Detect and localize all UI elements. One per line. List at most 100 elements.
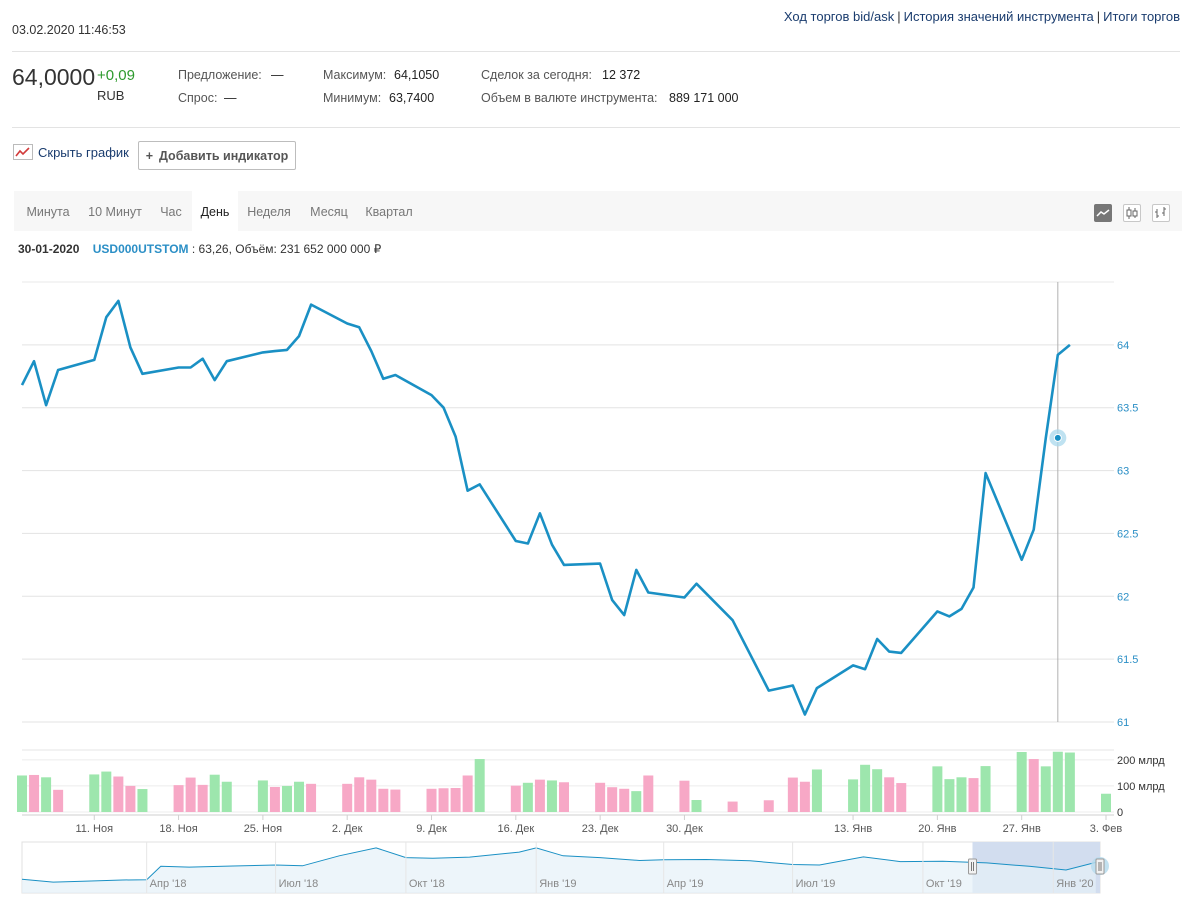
deals-value: 12 372: [602, 68, 641, 82]
deals-label: Сделок за сегодня:: [481, 68, 592, 82]
y-tick-label: 61.5: [1117, 654, 1138, 666]
navigator-label: Июл '18: [279, 878, 319, 890]
volume-bar: [631, 791, 642, 812]
volume-bar: [968, 778, 979, 812]
navigator-label: Янв '19: [539, 878, 576, 890]
volume-bar: [1052, 751, 1063, 812]
min-label: Минимум:: [323, 91, 382, 105]
volume-label: Объем в валюте инструмента:: [481, 91, 658, 105]
navigator-label: Окт '19: [926, 878, 962, 890]
price-change: +0,09: [97, 67, 135, 84]
volume-bar: [113, 776, 124, 812]
x-tick-label: 9. Дек: [416, 823, 447, 835]
volume-bar: [426, 788, 437, 812]
volume-bar: [872, 769, 883, 812]
volume-bar: [522, 782, 533, 812]
hover-info: 30-01-2020 USD000UTSTOM : 63,26, Объём: …: [18, 242, 381, 256]
hide-chart-button[interactable]: Скрыть график: [13, 144, 129, 160]
tab-hour[interactable]: Час: [160, 205, 182, 219]
x-tick-label: 30. Дек: [666, 823, 703, 835]
volume-bar: [390, 789, 401, 812]
volume-bar: [1028, 759, 1039, 812]
volume-bar: [306, 783, 317, 812]
tab-month[interactable]: Месяц: [310, 205, 348, 219]
y-tick-label: 62.5: [1117, 528, 1138, 540]
volume-bar: [534, 779, 545, 812]
date-axis: 11. Ноя 18. Ноя 25. Ноя 2. Дек 9. Дек 16. Дек…: [75, 815, 1122, 835]
volume-bar: [269, 786, 280, 812]
volume-tick-label: 200 млрд: [1117, 755, 1165, 767]
tab-quarter[interactable]: Квартал: [365, 205, 413, 219]
navigator-label: Апр '19: [667, 878, 704, 890]
period-tabs: Минута 10 Минут Час День Неделя Месяц Кв…: [14, 191, 1182, 231]
offer-value: —: [271, 68, 284, 82]
navigator-handle-left[interactable]: [968, 858, 978, 875]
volume-bar: [185, 777, 196, 812]
volume-bar: [378, 788, 389, 812]
link-results[interactable]: Итоги торгов: [1103, 9, 1180, 24]
navigator-label: Июл '19: [796, 878, 836, 890]
volume-bar: [787, 777, 798, 812]
volume-bar: [209, 774, 220, 812]
price-chart[interactable]: 61 61.5 62 62.5 63 63.5 64 200 млрд 100 млрд 0 1…: [0, 270, 1198, 899]
min-value: 63,7400: [389, 91, 435, 105]
volume-bar: [799, 781, 810, 812]
link-bid-ask[interactable]: Ход торгов bid/ask: [783, 9, 895, 24]
x-tick-label: 27. Янв: [1003, 823, 1041, 835]
volume-bar: [607, 787, 618, 812]
volume-tick-label: 100 млрд: [1117, 781, 1165, 793]
volume-bar: [354, 777, 365, 812]
volume-bar: [860, 764, 871, 812]
volume-bar: [679, 780, 690, 812]
navigator-label: Апр '18: [150, 878, 187, 890]
volume-bar: [366, 779, 377, 812]
tab-10-minutes[interactable]: 10 Минут: [88, 205, 142, 219]
tab-day[interactable]: День: [192, 191, 238, 231]
volume-bar: [884, 777, 895, 812]
x-tick-label: 18. Ноя: [159, 823, 197, 835]
hover-ticker[interactable]: USD000UTSTOM: [92, 242, 189, 256]
tab-minute[interactable]: Минута: [26, 205, 70, 219]
volume-bar: [137, 789, 148, 812]
navigator-line: [21, 847, 1096, 883]
divider: [12, 51, 1180, 52]
ohlc-bars-icon[interactable]: [1152, 204, 1170, 222]
quote-datetime: 03.02.2020 11:46:53: [12, 23, 126, 37]
max-value: 64,1050: [394, 68, 440, 82]
volume-bars: [17, 751, 1111, 812]
volume-bar: [462, 775, 473, 812]
y-tick-label: 61: [1117, 717, 1129, 729]
x-tick-label: 16. Дек: [497, 823, 534, 835]
navigator-handle-right[interactable]: [1095, 858, 1105, 875]
navigator: Апр '18 Июл '18 Окт '18 Янв '19 Апр '19 Июл '…: [21, 841, 1109, 894]
y-tick-label: 64: [1117, 340, 1129, 352]
x-tick-label: 25. Ноя: [244, 823, 282, 835]
volume-bar: [173, 785, 184, 812]
area-chart-icon[interactable]: [1094, 204, 1112, 222]
volume-bar: [53, 789, 64, 812]
volume-bar: [197, 784, 208, 812]
price-line: [20, 299, 1071, 716]
volume-bar: [619, 788, 630, 812]
tab-week[interactable]: Неделя: [247, 205, 291, 219]
link-history[interactable]: История значений инструмента: [903, 9, 1094, 24]
volume-bar: [342, 783, 353, 812]
x-tick-label: 2. Дек: [332, 823, 363, 835]
top-links: Ход торгов bid/ask | История значений инст…: [783, 9, 1180, 24]
x-tick-label: 20. Янв: [918, 823, 956, 835]
hover-values: : 63,26, Объём: 231 652 000 000 ₽: [191, 242, 382, 256]
volume-bar: [125, 785, 136, 812]
candlestick-icon[interactable]: [1123, 204, 1141, 222]
volume-bar: [281, 785, 292, 812]
volume-bar: [294, 781, 305, 812]
x-tick-label: 11. Ноя: [75, 823, 113, 835]
last-price: 64,0000: [12, 64, 96, 90]
plus-icon: +: [145, 148, 153, 163]
volume-bar: [980, 766, 991, 812]
volume-bar: [811, 769, 822, 812]
max-label: Максимум:: [323, 68, 387, 82]
volume-bar: [41, 777, 52, 812]
add-indicator-button[interactable]: + Добавить индикатор: [138, 141, 296, 170]
divider: [12, 127, 1180, 128]
price-axis: 61 61.5 62 62.5 63 63.5 64: [1117, 340, 1138, 729]
